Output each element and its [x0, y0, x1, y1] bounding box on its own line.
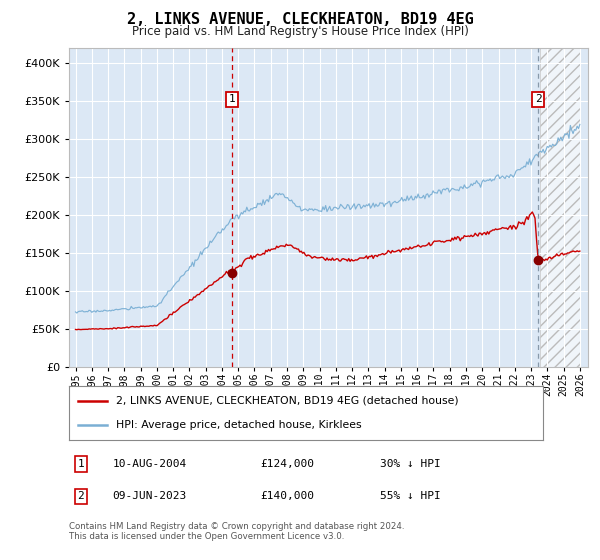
Text: 1: 1 [77, 459, 84, 469]
Text: HPI: Average price, detached house, Kirklees: HPI: Average price, detached house, Kirk… [116, 420, 362, 430]
Text: 2: 2 [535, 94, 542, 104]
Text: 2, LINKS AVENUE, CLECKHEATON, BD19 4EG: 2, LINKS AVENUE, CLECKHEATON, BD19 4EG [127, 12, 473, 27]
Text: 09-JUN-2023: 09-JUN-2023 [112, 491, 187, 501]
Text: Price paid vs. HM Land Registry's House Price Index (HPI): Price paid vs. HM Land Registry's House … [131, 25, 469, 38]
Text: 2: 2 [77, 491, 84, 501]
Text: £140,000: £140,000 [260, 491, 314, 501]
Text: 30% ↓ HPI: 30% ↓ HPI [380, 459, 440, 469]
Text: Contains HM Land Registry data © Crown copyright and database right 2024.
This d: Contains HM Land Registry data © Crown c… [69, 522, 404, 542]
Text: 1: 1 [229, 94, 235, 104]
Text: 10-AUG-2004: 10-AUG-2004 [112, 459, 187, 469]
Text: £124,000: £124,000 [260, 459, 314, 469]
Text: 2, LINKS AVENUE, CLECKHEATON, BD19 4EG (detached house): 2, LINKS AVENUE, CLECKHEATON, BD19 4EG (… [116, 396, 459, 406]
Text: 55% ↓ HPI: 55% ↓ HPI [380, 491, 440, 501]
